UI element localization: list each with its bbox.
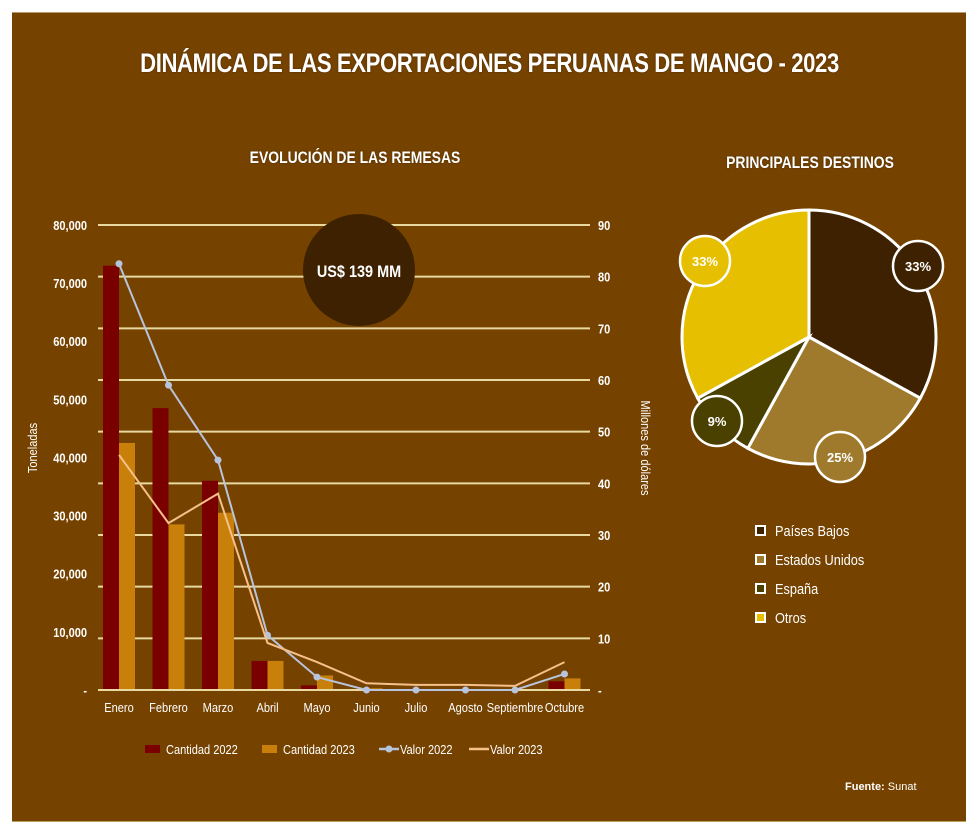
x-axis-category-label: Enero: [104, 700, 134, 715]
left-axis-tick-label: 40,000: [53, 451, 87, 466]
legend-label: Cantidad 2022: [166, 742, 238, 757]
right-axis-tick-label: 90: [598, 218, 611, 233]
right-axis-tick-label: 10: [598, 631, 611, 646]
pie-legend-swatch: [755, 525, 766, 536]
pie-legend-label: Estados Unidos: [775, 551, 864, 568]
bar-cantidad-2023: [168, 524, 185, 690]
source-label: Fuente:: [845, 781, 885, 793]
bar-cantidad-2022: [548, 681, 565, 690]
x-axis-category-label: Marzo: [203, 700, 234, 715]
pie-percent-callout: [678, 234, 732, 288]
legend-marker: [385, 745, 393, 753]
bar-cantidad-2022: [301, 685, 317, 690]
x-axis-category-label: Mayo: [304, 700, 331, 715]
x-axis-category-label: Octubre: [545, 700, 585, 715]
bar-cantidad-2022: [103, 265, 119, 690]
right-axis-tick-label: 30: [598, 528, 611, 543]
legend-swatch: [145, 745, 160, 753]
left-axis-tick-label: 60,000: [53, 334, 87, 349]
pie-percent-label: 25%: [827, 450, 853, 465]
x-axis-category-label: Septiembre: [487, 700, 544, 715]
left-axis-tick-label: -: [83, 683, 87, 698]
pie-legend-swatch: [755, 554, 766, 565]
x-axis-category-label: Abril: [256, 700, 278, 715]
left-axis-tick-label: 30,000: [53, 509, 87, 524]
right-axis-tick-label: 50: [598, 425, 611, 440]
left-axis-tick-label: 20,000: [53, 567, 87, 582]
source-value: Sunat: [887, 781, 917, 793]
legend-label: Valor 2023: [490, 742, 543, 757]
right-axis-tick-label: 80: [598, 270, 611, 285]
pie-legend-label: Países Bajos: [775, 522, 849, 539]
x-axis-category-label: Junio: [353, 700, 380, 715]
line-valor-2023: [118, 454, 565, 687]
line-marker: [462, 686, 469, 694]
line-marker: [412, 686, 420, 694]
line-marker: [214, 456, 222, 464]
pie-legend-swatch: [755, 612, 766, 623]
right-axis-tick-label: 20: [598, 580, 611, 595]
left-axis-tick-label: 70,000: [53, 276, 87, 291]
right-axis-tick-label: -: [598, 683, 602, 698]
pie-percent-callout: [690, 394, 744, 448]
line-marker: [165, 381, 172, 389]
x-axis-category-label: Agosto: [448, 700, 483, 715]
total-value-callout: [303, 214, 415, 326]
line-marker: [363, 686, 370, 694]
pie-chart-title: PRINCIPALES DESTINOS: [726, 153, 894, 172]
bar-cantidad-2023: [119, 442, 135, 690]
pie-legend-label: España: [775, 580, 818, 597]
bar-cantidad-2023: [564, 678, 581, 690]
line-valor-2022: [118, 263, 565, 691]
line-marker: [115, 260, 123, 268]
source-note: Fuente: Sunat: [845, 781, 917, 793]
bar-cantidad-2022: [202, 480, 218, 690]
x-axis-category-label: Febrero: [149, 700, 188, 715]
line-marker: [313, 673, 321, 681]
pie-percent-label: 9%: [708, 414, 727, 429]
left-axis-tick-label: 50,000: [53, 393, 87, 408]
left-axis-title: Toneladas: [25, 423, 40, 473]
pie-legend-label: Otros: [775, 609, 806, 626]
left-axis-tick-label: 80,000: [53, 218, 87, 233]
pie-percent-callout: [891, 239, 945, 293]
bar-cantidad-2023: [218, 512, 234, 690]
x-axis-category-label: Julio: [405, 700, 428, 715]
line-marker: [511, 686, 519, 694]
legend-label: Cantidad 2023: [283, 742, 355, 757]
bar-cantidad-2022: [251, 660, 268, 690]
total-value-label: US$ 139 MM: [317, 263, 401, 281]
right-axis-tick-label: 40: [598, 476, 611, 491]
legend-label: Valor 2022: [400, 742, 453, 757]
bar-cantidad-2022: [152, 408, 169, 690]
pie-percent-label: 33%: [905, 259, 931, 274]
pie-legend-swatch: [755, 583, 766, 594]
right-axis-tick-label: 70: [598, 321, 611, 336]
pie-percent-label: 33%: [692, 254, 718, 269]
main-title: DINÁMICA DE LAS EXPORTACIONES PERUANAS D…: [140, 48, 839, 78]
bar-cantidad-2023: [267, 660, 284, 690]
left-axis-tick-label: 10,000: [53, 625, 87, 640]
pie-percent-callout: [813, 430, 867, 484]
bar-chart-title: EVOLUCIÓN DE LAS REMESAS: [249, 148, 461, 167]
legend-swatch: [262, 745, 277, 753]
right-axis-tick-label: 60: [598, 373, 611, 388]
line-marker: [561, 670, 568, 678]
right-axis-title: Millones de dólares: [638, 400, 653, 495]
